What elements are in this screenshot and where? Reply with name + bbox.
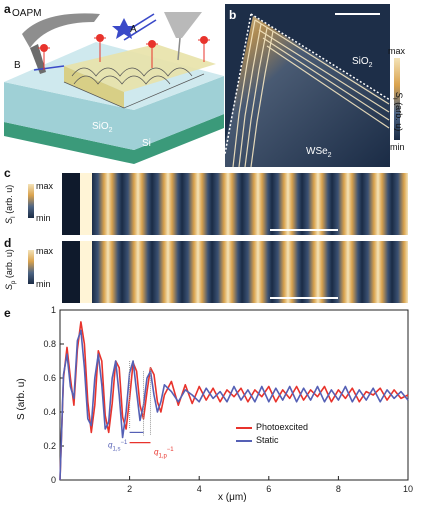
panel-label-a: a xyxy=(4,2,11,16)
legend-label-static: Static xyxy=(256,435,279,445)
panel-d-bright-edge xyxy=(80,241,92,303)
pump-rays xyxy=(38,37,210,70)
edge-fringes xyxy=(232,19,390,167)
si-layer xyxy=(4,114,224,164)
panel-c-map xyxy=(62,173,408,235)
legend-swatch-static xyxy=(236,439,252,442)
y-tick-label: 1 xyxy=(51,305,56,315)
c-s-sub: I xyxy=(10,216,17,218)
sio2-layer xyxy=(4,76,224,150)
chart-xlabel: x (μm) xyxy=(218,492,247,503)
flake-edge-top xyxy=(250,13,390,101)
series-line-photoexcited xyxy=(59,321,409,481)
beam-b xyxy=(33,65,65,71)
panel-c-dark-edge xyxy=(62,173,80,235)
panel-d-map xyxy=(62,241,408,303)
y-tick-label: 0.2 xyxy=(43,441,56,451)
panel-c-min: min xyxy=(36,213,51,223)
c-s-rest: (arb. u) xyxy=(4,184,14,217)
legend-item-static: Static xyxy=(236,434,308,447)
panel-d-ylabel: Sp (arb. u) xyxy=(4,249,17,290)
panel-d-cbar xyxy=(28,250,34,284)
chart-legend: Photoexcited Static xyxy=(236,421,308,447)
panel-d-max: max xyxy=(36,246,54,256)
cbar-s-rest: (arb. u) xyxy=(394,99,404,132)
b-wse2-sub: 2 xyxy=(327,152,332,159)
q-s-sub: 1,s xyxy=(112,446,121,453)
sio2-sub: 2 xyxy=(108,127,113,134)
panel-d-min: min xyxy=(36,279,51,289)
panel-b-image xyxy=(225,4,390,167)
sio2-label: SiO2 xyxy=(92,121,113,134)
chart-series xyxy=(59,321,409,481)
x-tick-label: 4 xyxy=(197,484,202,494)
q-s-exp: −1 xyxy=(120,440,128,446)
panel-d-scale-bar xyxy=(270,297,338,299)
panel-label-b: b xyxy=(229,8,237,22)
chart-ylabel: S (arb. u) xyxy=(16,378,27,420)
colorbar-b-min: min xyxy=(390,142,405,152)
panel-e-chart: 0 0.2 0.4 0.6 0.8 1 2 4 6 8 10 xyxy=(43,305,413,494)
panel-c-bright-edge xyxy=(80,173,92,235)
x-tick-label: 2 xyxy=(127,484,132,494)
x-tick-label: 10 xyxy=(403,484,413,494)
q-static-label: q1,s−1 xyxy=(108,440,127,452)
c-s: S xyxy=(4,217,14,224)
y-tick-label: 0.6 xyxy=(43,373,56,383)
q-p-exp: −1 xyxy=(166,447,174,453)
b-sio2-text: SiO xyxy=(352,56,369,67)
oapm-mirror xyxy=(22,13,100,48)
probe-star xyxy=(112,18,136,39)
series-line-static xyxy=(59,329,409,481)
oapm-mirror-side xyxy=(30,44,46,74)
colorbar-b xyxy=(394,58,400,140)
panel-a-schematic xyxy=(4,12,224,164)
beam-a-label: A xyxy=(130,24,137,35)
b-wse2-text: WSe xyxy=(306,146,328,157)
x-tick-label: 8 xyxy=(336,484,341,494)
panel-c-scale-bar xyxy=(270,229,338,231)
d-s-sub: p xyxy=(10,280,17,284)
b-sio2-sub: 2 xyxy=(368,62,373,69)
y-tick-label: 0.4 xyxy=(43,407,56,417)
panel-label-d: d xyxy=(4,236,12,250)
colorbar-b-label: SI (arb. u) xyxy=(391,92,404,131)
q-p: q xyxy=(154,447,159,457)
panel-b-sio2: SiO2 xyxy=(352,56,373,69)
beam-b-label: B xyxy=(14,60,21,71)
oapm-label: OAPM xyxy=(12,8,42,19)
y-tick-label: 0 xyxy=(51,475,56,485)
legend-swatch-photo xyxy=(236,426,252,429)
colorbar-b-max: max xyxy=(388,46,406,56)
polariton-waves xyxy=(63,67,205,109)
legend-item-photoexcited: Photoexcited xyxy=(236,421,308,434)
y-tick-label: 0.8 xyxy=(43,339,56,349)
panel-label-e: e xyxy=(4,306,11,320)
panel-d-dark-edge xyxy=(62,241,80,303)
afm-tip xyxy=(164,12,202,38)
chart-ylabel-text: S (arb. u) xyxy=(16,378,27,420)
x-tick-label: 6 xyxy=(266,484,271,494)
q-s: q xyxy=(108,440,113,450)
q-photo-label: q1,p−1 xyxy=(154,447,174,459)
d-s-rest: (arb. u) xyxy=(4,249,14,281)
panel-c-ylabel: SI (arb. u) xyxy=(4,185,17,224)
panel-b-wse2: WSe2 xyxy=(306,146,332,159)
sio2-text: SiO xyxy=(92,121,109,132)
d-s: S xyxy=(4,283,14,290)
legend-label-photo: Photoexcited xyxy=(256,422,309,432)
si-label: Si xyxy=(142,138,151,149)
panel-c-max: max xyxy=(36,181,54,191)
panel-label-c: c xyxy=(4,166,11,180)
wse2-flake-edge xyxy=(64,66,124,108)
panel-c-cbar xyxy=(28,184,34,218)
q-p-sub: 1,p xyxy=(158,453,167,460)
